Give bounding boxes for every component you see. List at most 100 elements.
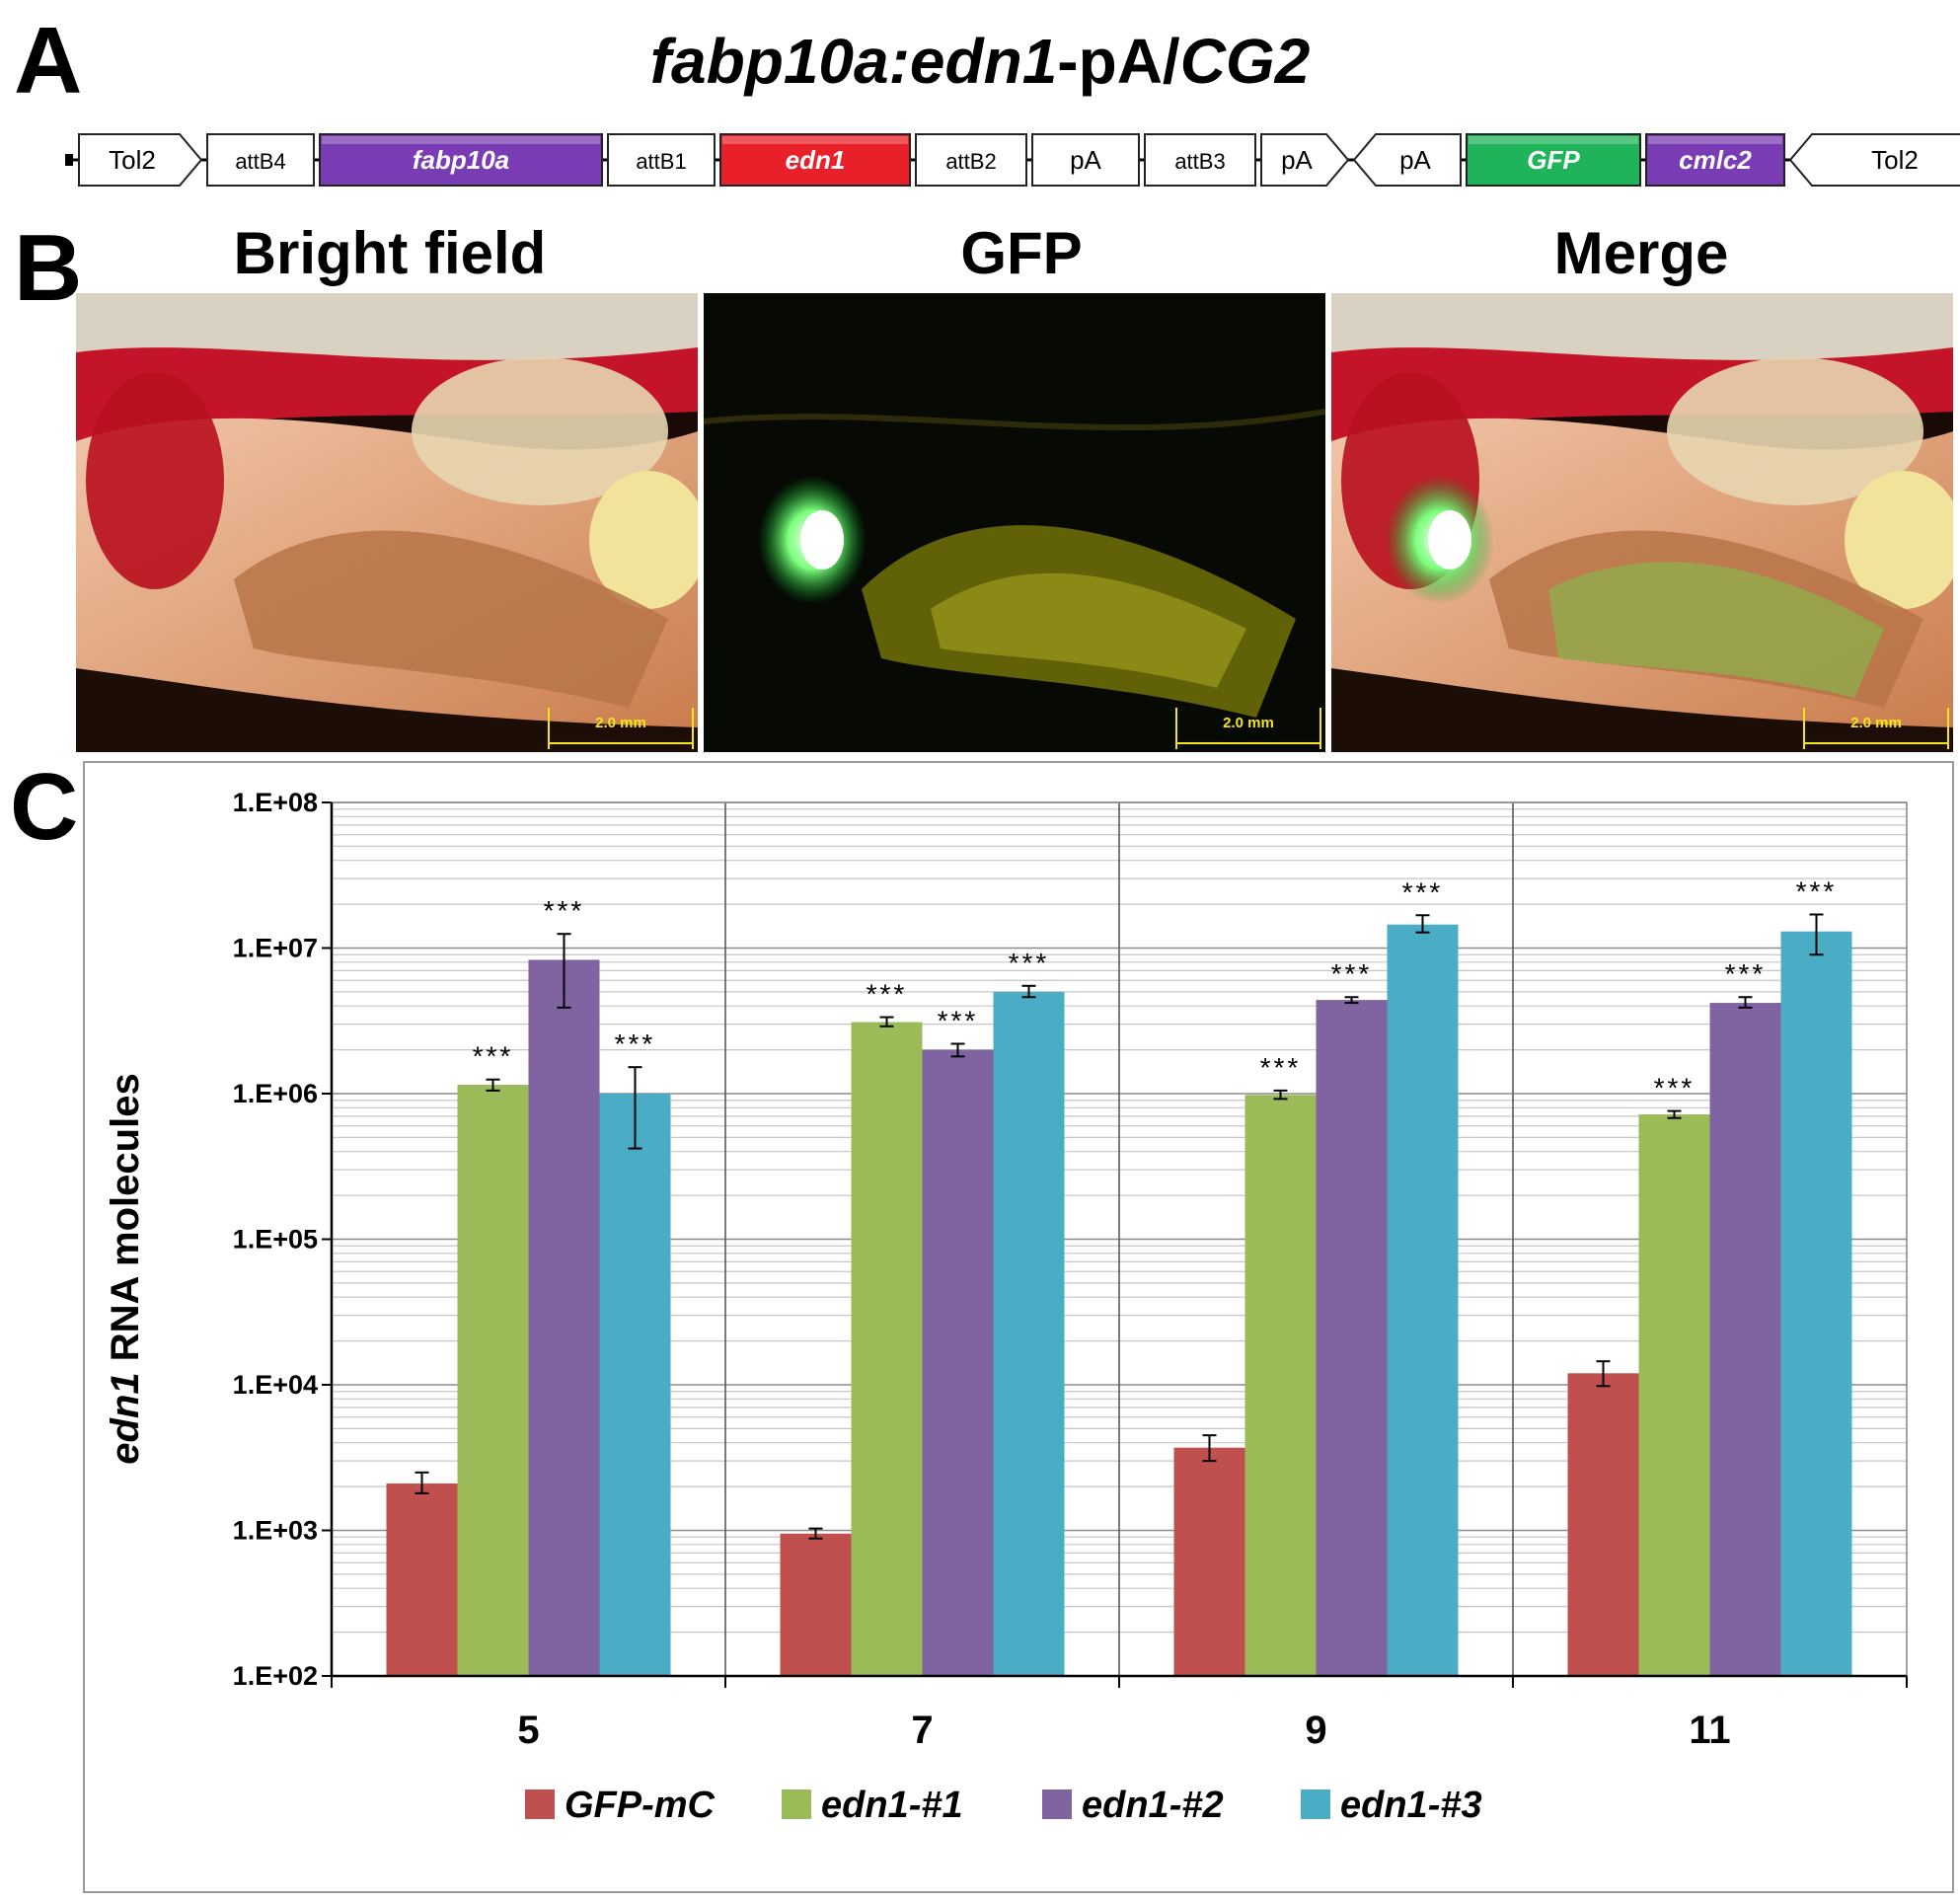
significance-label: *** (1725, 958, 1767, 989)
y-axis-label-text: RNA molecules (104, 1073, 147, 1372)
y-tick-label: 1.E+06 (233, 1079, 318, 1108)
construct-label: fabp10a (413, 145, 509, 175)
bar-edn12-9 (1316, 1000, 1388, 1676)
construct-element-tol2: Tol2 (1788, 133, 1960, 187)
legend-label: edn1-#2 (1082, 1785, 1224, 1826)
yolk-region (589, 471, 698, 609)
construct-label: attB2 (945, 149, 996, 174)
tissue-outline (704, 409, 1325, 431)
construct-label: cmlc2 (1679, 145, 1752, 175)
construct-element-pa: pA (1352, 133, 1462, 187)
significance-label: *** (1009, 948, 1050, 978)
y-axis-label: edn1 RNA molecules (104, 1073, 147, 1464)
construct-label: attB4 (235, 149, 285, 174)
legend-item-edn12: edn1-#2 (1042, 1785, 1224, 1826)
bar-edn12-5 (528, 959, 600, 1676)
significance-label: *** (1654, 1073, 1696, 1103)
significance-label: *** (938, 1005, 979, 1035)
construct-shape (1466, 133, 1641, 187)
significance-label: *** (1260, 1052, 1302, 1083)
bar-edn12-7 (922, 1049, 994, 1676)
construct-element-attb3: attB3 (1144, 133, 1256, 187)
y-tick-label: 1.E+07 (233, 934, 318, 963)
x-tick-label: 5 (517, 1709, 539, 1752)
construct-title-middle: -pA/ (1057, 26, 1180, 97)
bar-gfpmc-5 (386, 1483, 458, 1676)
heart-blood (86, 372, 224, 589)
bar-edn11-7 (851, 1022, 923, 1676)
bar-edn11-9 (1244, 1095, 1317, 1676)
y-tick-label: 1.E+04 (233, 1370, 318, 1400)
construct-label: attB3 (1174, 149, 1225, 174)
x-tick-label: 7 (911, 1709, 933, 1752)
liver-region (1489, 530, 1923, 708)
panel-a-label: A (14, 8, 83, 114)
swim-bladder (1667, 357, 1923, 505)
legend-item-edn11: edn1-#1 (782, 1785, 963, 1826)
construct-label: attB1 (636, 149, 686, 174)
legend-swatch (1042, 1789, 1072, 1819)
scale-bar-label: 2.0 mm (595, 715, 646, 731)
construct-label: pA (1399, 145, 1431, 175)
construct-label: GFP (1527, 145, 1580, 175)
bar-edn13-9 (1387, 924, 1459, 1676)
liver-region (234, 530, 668, 708)
gfp-image: 2.0 mm (704, 293, 1325, 752)
bar-gfpmc-7 (780, 1533, 852, 1676)
significance-label: *** (867, 979, 908, 1010)
bright-field-image: 2.0 mm (76, 293, 698, 752)
y-tick-label: 1.E+05 (233, 1225, 318, 1255)
bar-edn13-7 (993, 991, 1065, 1676)
construct-shape (206, 133, 315, 187)
bar-edn13-11 (1780, 931, 1852, 1676)
construct-element-fabp10a: fabp10a (319, 133, 603, 187)
significance-label: *** (544, 895, 585, 926)
construct-element-tol2: Tol2 (78, 133, 203, 187)
construct-shape (1260, 133, 1350, 187)
construct-highlight (322, 136, 600, 144)
construct-title-gene: fabp10a:edn1 (649, 26, 1058, 97)
left-end-marker (65, 154, 73, 166)
legend-item-edn13: edn1-#3 (1301, 1785, 1482, 1826)
bar-edn12-11 (1709, 1003, 1781, 1676)
y-tick-label: 1.E+08 (233, 788, 318, 817)
construct-shape (1352, 133, 1462, 187)
liver-core (931, 572, 1246, 688)
construct-highlight (1648, 136, 1782, 144)
significance-label: *** (1402, 876, 1444, 907)
construct-title: fabp10a:edn1-pA/CG2 (0, 26, 1960, 99)
gfp-title: GFP (960, 220, 1083, 286)
construct-element-attb2: attB2 (915, 133, 1027, 187)
legend-item-gfpmc: GFP-mC (525, 1785, 716, 1826)
construct-label: pA (1281, 145, 1313, 175)
bar-gfpmc-9 (1173, 1447, 1245, 1676)
shadow-region (76, 668, 698, 752)
scale-bar-label: 2.0 mm (1223, 715, 1274, 731)
construct-shape (607, 133, 716, 187)
construct-title-cassette: CG2 (1179, 26, 1311, 97)
significance-label: *** (615, 1028, 656, 1059)
construct-element-gfp: GFP (1466, 133, 1641, 187)
scale-bar-label: 2.0 mm (1850, 715, 1902, 731)
bar-chart-frame: 1.E+02 1.E+03 1.E+04 1.E+05 1.E+06 1.E+07 1.E+… (83, 761, 1954, 1893)
construct-map: Tol2 attB4 fabp10a attB1 edn1 attB2 pA attB3 pA p… (65, 133, 1960, 187)
yolk-region (1845, 471, 1953, 609)
construct-element-edn1: edn1 (719, 133, 911, 187)
significance-label: *** (1796, 876, 1838, 907)
construct-element-pa: pA (1260, 133, 1350, 187)
construct-shape (915, 133, 1027, 187)
bright-field-title: Bright field (233, 220, 547, 286)
significance-label: *** (473, 1041, 514, 1072)
bar-chart: 1.E+02 1.E+03 1.E+04 1.E+05 1.E+06 1.E+07 1.E+… (104, 788, 1908, 1826)
x-tick-label: 9 (1305, 1709, 1326, 1752)
merge-image: 2.0 mm (1331, 293, 1953, 752)
merge-liver-overlay (1548, 562, 1884, 698)
construct-shape (1645, 133, 1785, 187)
construct-label: Tol2 (109, 145, 156, 175)
bar-edn13-5 (599, 1094, 671, 1676)
swim-bladder (412, 357, 668, 505)
legend-swatch (1301, 1789, 1330, 1819)
legend-swatch (525, 1789, 555, 1819)
legend-label: GFP-mC (565, 1785, 716, 1826)
x-tick-label: 11 (1689, 1709, 1730, 1752)
